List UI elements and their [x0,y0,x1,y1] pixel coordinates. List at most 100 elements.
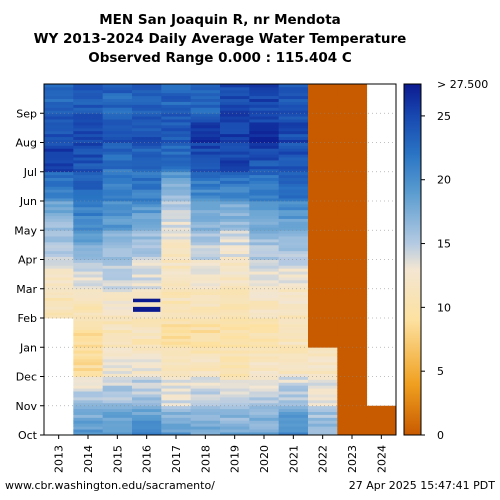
heatmap-cell [190,312,221,316]
heatmap-cell [102,394,133,398]
heatmap-cell [308,244,338,249]
heatmap-cell [308,233,338,237]
heatmap-cell [308,358,338,363]
heatmap-cell [308,116,338,120]
x-tick-label: 2023 [346,445,359,473]
heatmap-cell [308,119,338,123]
heatmap-cell [308,373,338,377]
heatmap-cell [161,218,192,222]
heatmap-cell [278,358,309,363]
heatmap-cell [249,385,280,389]
heatmap-cell [44,192,74,196]
heatmap-cell [102,101,133,105]
y-tick-label: Apr [18,254,38,267]
heatmap-cell [132,215,162,219]
heatmap-cell [308,402,338,407]
heatmap-cell [220,209,250,214]
heatmap-cell [190,212,221,217]
heatmap-cells [44,84,397,436]
heatmap-cell [161,303,192,307]
heatmap-cell [102,236,133,240]
heatmap-cell [161,203,192,208]
heatmap-cell [249,212,280,217]
heatmap-cell [132,183,162,187]
heatmap-cell [44,104,74,108]
heatmap-cell [132,271,162,275]
heatmap-cell [308,256,338,260]
heatmap-cell [190,282,221,287]
heatmap-cell [132,209,162,214]
heatmap-cell [337,180,368,184]
x-axis: 2013 2014 2015 2016 2017 2018 2019 2020 2021 2022… [53,435,388,473]
heatmap-cell [308,122,338,126]
heatmap-cell [278,338,309,342]
heatmap-cell [278,262,309,266]
heatmap-cell [44,306,74,310]
heatmap-cell [337,332,368,336]
heatmap-cell [278,341,309,345]
heatmap-cell [190,285,221,290]
heatmap-cell [132,326,162,331]
heatmap-cell [44,180,74,184]
heatmap-cell [337,127,368,132]
y-tick-label: Aug [16,137,37,150]
heatmap-cell [161,154,192,158]
heatmap-cell [44,233,74,237]
heatmap-cell [249,277,280,281]
heatmap-cell [190,116,221,120]
heatmap-cell [337,259,368,263]
heatmap-cell [132,136,162,140]
heatmap-cell [278,95,309,100]
heatmap-cell [44,160,74,164]
heatmap-cell [161,127,192,132]
heatmap-cell [44,107,74,111]
heatmap-cell [249,394,280,398]
heatmap-cell [220,405,250,410]
heatmap-cell [278,265,309,269]
chart-title: MEN San Joaquin R, nr Mendota WY 2013-20… [34,12,407,66]
heatmap-cell [73,218,104,222]
heatmap-cell [44,247,74,252]
heatmap-cell [308,382,338,386]
heatmap-cell [337,116,368,120]
heatmap-cell [278,124,309,129]
heatmap-cell [161,84,192,88]
heatmap-cell [220,382,250,386]
heatmap-cell [308,133,338,138]
heatmap-cell [278,279,309,284]
heatmap-cell [308,350,338,354]
heatmap-cell [73,344,104,348]
heatmap-cell [73,277,104,281]
heatmap-cell [161,130,192,135]
heatmap-cell [161,239,192,243]
heatmap-cell [308,309,338,313]
heatmap-cell [73,323,104,328]
heatmap-cell [132,396,162,401]
heatmap-cell [220,347,250,351]
heatmap-cell [308,356,338,360]
heatmap-cell [220,151,250,155]
heatmap-cell [220,160,250,164]
heatmap-cell [190,183,221,187]
heatmap-cell [73,253,104,257]
heatmap-cell [337,429,368,433]
heatmap-cell [308,370,338,374]
heatmap-cell [337,353,368,357]
heatmap-cell [133,298,161,303]
heatmap-cell [249,253,280,257]
heatmap-cell [337,382,368,386]
heatmap-cell [73,119,104,123]
heatmap-cell [220,113,250,117]
heatmap-cell [44,209,74,214]
heatmap-cell [44,212,74,217]
heatmap-cell [220,142,250,146]
heatmap-cell [190,253,221,257]
heatmap-cell [161,98,192,102]
heatmap-cell [220,417,250,421]
heatmap-cell [190,379,221,383]
heatmap-cell [308,142,338,146]
heatmap-cell [337,133,368,138]
heatmap-cell [73,394,104,398]
heatmap-cell [161,142,192,146]
